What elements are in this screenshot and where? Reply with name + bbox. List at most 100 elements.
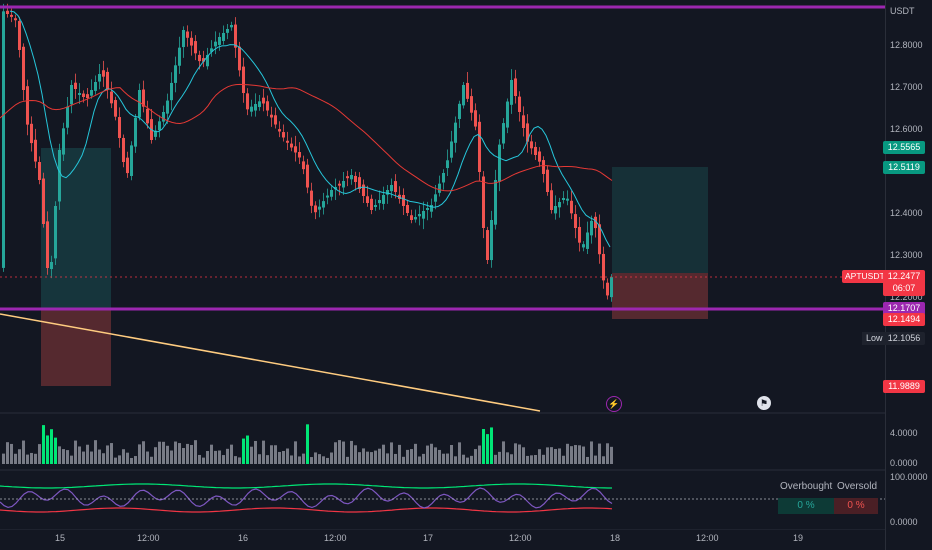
volume-bar (522, 447, 525, 464)
volume-bar (174, 441, 177, 464)
candle-body (186, 31, 189, 38)
volume-bar (566, 443, 569, 464)
candle-body (490, 220, 493, 261)
candle-body (58, 150, 61, 202)
candle-body (34, 139, 37, 162)
candle-body (294, 146, 297, 153)
volume-bar (406, 449, 409, 464)
candle-body (534, 146, 537, 155)
candle-body (374, 205, 377, 207)
candle-body (138, 90, 141, 118)
candle-body (446, 160, 449, 169)
trendline[interactable] (0, 313, 541, 412)
price-axis-label: 12.3000 (890, 250, 923, 260)
volume-bar (350, 440, 353, 464)
volume-bar (554, 448, 557, 464)
candle-body (350, 175, 353, 180)
candle-body (518, 96, 521, 112)
volume-bar (34, 453, 37, 464)
price-chart[interactable] (0, 0, 885, 530)
long-position-stop-box-left[interactable] (41, 308, 111, 386)
candle-body (418, 214, 421, 217)
long-position-target-box-right[interactable] (612, 167, 708, 273)
volume-bar (378, 448, 381, 464)
volume-bar (90, 451, 93, 464)
lightning-icon[interactable]: ⚡ (606, 396, 622, 412)
volume-bar (486, 434, 489, 464)
low-label: Low (862, 332, 887, 345)
candle-body (246, 93, 249, 110)
time-label: 17 (423, 533, 434, 543)
candle-body (610, 277, 613, 298)
long-position-stop-box-right[interactable] (612, 273, 708, 319)
average-price-tag: 12.5119 (883, 161, 925, 174)
volume-bar (162, 441, 165, 464)
oversold-value: 0 % (834, 498, 878, 514)
candle-body (174, 65, 177, 83)
candle-body (370, 198, 373, 210)
volume-bar (322, 456, 325, 464)
volume-bar (222, 455, 225, 464)
candle-body (74, 82, 77, 89)
oscillator-axis-label: 0.0000 (890, 517, 918, 527)
candle-body (66, 106, 69, 128)
volume-bar (546, 447, 549, 464)
volume-bar (158, 441, 161, 464)
candle-body (290, 143, 293, 148)
time-label: 12:00 (696, 533, 719, 543)
price-axis-label: 12.7000 (890, 82, 923, 92)
volume-bar (274, 445, 277, 464)
volume-bar (194, 440, 197, 464)
volume-bar (254, 440, 257, 464)
volume-bar (330, 452, 333, 464)
volume-bar (334, 442, 337, 464)
volume-bar (366, 451, 369, 464)
candle-body (514, 78, 517, 96)
candle-body (210, 48, 213, 52)
candle-body (550, 190, 553, 210)
candle-body (202, 58, 205, 62)
candle-body (250, 106, 253, 112)
candle-body (114, 100, 117, 117)
volume-histogram (2, 424, 613, 464)
volume-bar (598, 443, 601, 464)
time-label: 12:00 (137, 533, 160, 543)
candle-body (322, 201, 325, 208)
candle-body (510, 80, 513, 105)
volume-bar (18, 449, 21, 464)
candle-body (218, 37, 221, 45)
oscillator-pane (0, 483, 613, 513)
flag-icon[interactable]: ⚑ (757, 396, 771, 410)
candle-body (318, 206, 321, 210)
volume-bar (514, 443, 517, 464)
volume-bar (46, 435, 49, 464)
candle-body (458, 103, 461, 119)
volume-bar (182, 448, 185, 464)
candle-body (478, 121, 481, 172)
candle-body (278, 129, 281, 132)
volume-bar (410, 449, 413, 464)
volume-bar (502, 441, 505, 464)
volume-bar (562, 455, 565, 464)
candle-body (442, 173, 445, 183)
long-position-target-box-left[interactable] (41, 148, 111, 308)
volume-bar (570, 446, 573, 464)
volume-bar (550, 447, 553, 464)
volume-axis-label: 4.0000 (890, 428, 918, 438)
candle-body (482, 176, 485, 228)
ema-slow-line[interactable] (0, 83, 613, 192)
volume-bar (382, 444, 385, 464)
volume-bar (246, 435, 249, 464)
low-price-tag: 12.1056 (883, 332, 925, 345)
time-label: 19 (793, 533, 804, 543)
candle-body (286, 140, 289, 143)
volume-bar (326, 457, 329, 464)
candle-body (122, 137, 125, 162)
volume-bar (282, 450, 285, 464)
volume-bar (390, 442, 393, 464)
time-label: 16 (238, 533, 249, 543)
volume-bar (6, 442, 9, 464)
candle-body (254, 104, 257, 111)
candle-body (522, 115, 525, 128)
volume-bar (498, 451, 501, 464)
